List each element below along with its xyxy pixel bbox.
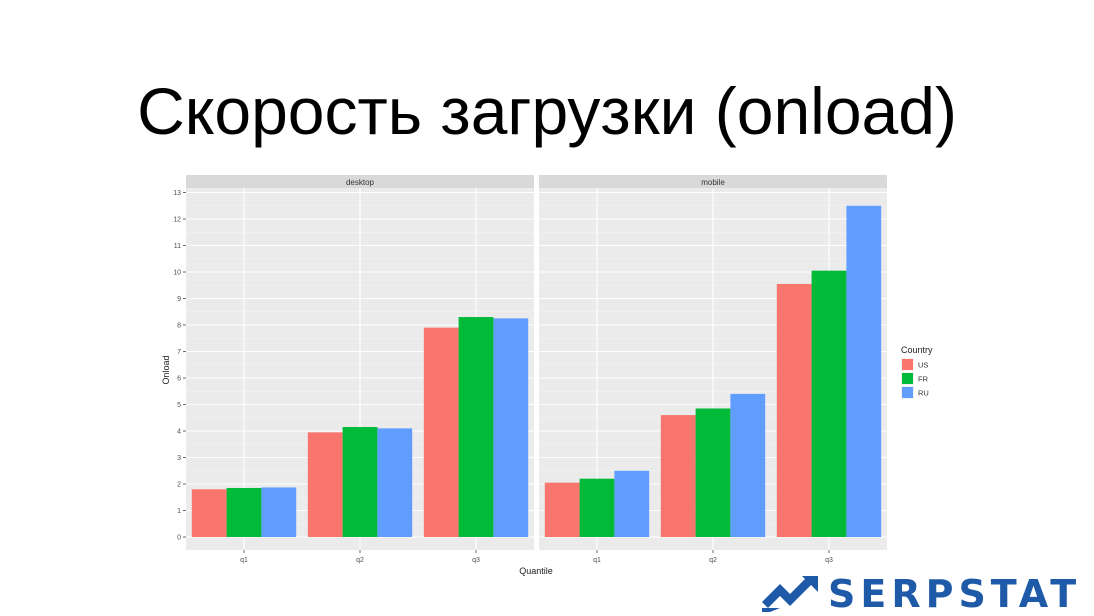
x-tick-label: q1: [593, 557, 601, 564]
bar-desktop-q2-fr: [342, 427, 378, 537]
x-tick-label: q3: [472, 557, 480, 564]
facet-strip: [186, 175, 534, 188]
y-tick-label: 1: [177, 508, 181, 515]
legend-key-us: [902, 359, 913, 370]
bar-desktop-q3-us: [423, 327, 459, 537]
y-tick-label: 9: [177, 296, 181, 303]
y-tick-label: 8: [177, 323, 181, 330]
bar-mobile-q2-us: [660, 415, 696, 537]
serpstat-wordmark: SERPSTAT: [828, 572, 1082, 616]
legend-key-ru: [902, 387, 913, 398]
bar-mobile-q1-us: [544, 482, 580, 537]
y-tick-label: 0: [177, 535, 181, 542]
serpstat-logo-icon: [762, 576, 818, 612]
x-tick-label: q2: [356, 557, 364, 564]
bar-mobile-q3-ru: [846, 205, 882, 537]
legend-title: Country: [901, 345, 933, 355]
legend-label-ru: RU: [918, 389, 929, 398]
y-tick-label: 13: [173, 190, 181, 197]
bar-desktop-q1-ru: [261, 487, 297, 537]
y-tick-label: 4: [177, 429, 181, 436]
bar-mobile-q3-fr: [811, 270, 847, 537]
bar-mobile-q2-ru: [730, 393, 766, 537]
y-tick-label: 11: [174, 243, 181, 250]
x-axis-title: Quantile: [519, 566, 553, 576]
bar-desktop-q2-us: [307, 432, 343, 537]
y-tick-label: 5: [177, 402, 181, 409]
legend-label-us: US: [918, 361, 928, 370]
facet-strip: [539, 175, 887, 188]
x-tick-label: q1: [240, 557, 248, 564]
bar-mobile-q3-us: [776, 283, 812, 537]
y-tick-label: 6: [177, 376, 181, 383]
y-tick-label: 12: [173, 217, 181, 224]
x-tick-label: q3: [825, 557, 833, 564]
bar-desktop-q1-fr: [226, 487, 262, 537]
slide-title: Скорость загрузки (onload): [137, 74, 957, 148]
serpstat-logo: SERPSTAT: [756, 570, 1086, 616]
x-tick-label: q2: [709, 557, 717, 564]
bar-mobile-q1-fr: [579, 478, 615, 537]
y-tick-label: 7: [177, 349, 181, 356]
y-axis-title: Onload: [161, 355, 171, 384]
facet-label: desktop: [346, 178, 375, 187]
y-tick-label: 10: [173, 270, 181, 277]
bar-desktop-q1-us: [191, 489, 227, 537]
bar-mobile-q1-ru: [614, 470, 650, 537]
bar-desktop-q2-ru: [377, 428, 413, 537]
y-tick-label: 3: [177, 455, 181, 462]
bar-mobile-q2-fr: [695, 408, 731, 537]
y-tick-label: 2: [177, 482, 181, 489]
legend-key-fr: [902, 373, 913, 384]
legend-label-fr: FR: [918, 375, 929, 384]
bar-desktop-q3-fr: [458, 317, 494, 537]
bar-desktop-q3-ru: [493, 318, 529, 537]
facet-label: mobile: [701, 178, 725, 187]
